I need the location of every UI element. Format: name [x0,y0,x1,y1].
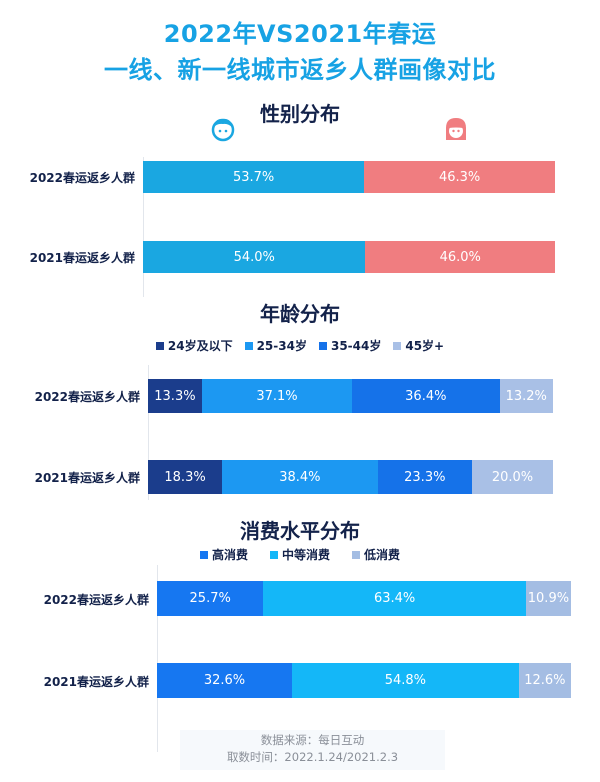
stacked-bar: 18.3% 38.4% 23.3% 20.0% [148,460,553,494]
legend-item: 24岁及以下 [155,337,233,354]
bar-segment: 37.1% [201,379,353,413]
gender-axis [143,157,144,297]
stacked-bar: 32.6% 54.8% 12.6% [157,663,571,698]
legend-label: 25-34岁 [256,339,307,353]
legend-label: 45岁+ [405,339,445,353]
footer: 数据来源：每日互动 取数时间：2022.1.24/2021.2.3 [180,730,445,770]
bar-segment: 46.3% [364,161,555,193]
bar-segment: 54.8% [291,663,519,698]
title-line-2: 一线、新一线城市返乡人群画像对比 [104,56,496,84]
legend-label: 低消费 [364,548,401,562]
legend-swatch [244,341,253,350]
stacked-bar: 25.7% 63.4% 10.9% [157,581,571,616]
bar-segment: 20.0% [471,460,553,494]
consumption-chart-title: 消费水平分布 [240,519,360,543]
row-label: 2022春运返乡人群 [43,592,149,607]
bar-segment: 38.4% [222,460,378,494]
legend-item: 25-34岁 [244,337,307,354]
consumption-legend: 高消费 中等消费 低消费 [0,546,600,563]
row-label: 2022春运返乡人群 [34,390,140,404]
legend-item: 高消费 [199,546,248,563]
female-face-icon [446,118,466,140]
legend-label: 35-44岁 [330,339,382,353]
bar-segment: 10.9% [525,581,571,616]
title-line-1: 2022年VS2021年春运 [163,20,437,48]
legend-label: 24岁及以下 [167,339,233,353]
stacked-bar: 54.0% 46.0% [143,241,555,273]
gender-chart-title: 性别分布 [260,102,340,126]
male-face-icon [211,118,235,142]
bar-segment: 53.7% [143,161,365,193]
data-source: 数据来源：每日互动 [260,733,365,747]
legend-label: 中等消费 [281,548,330,562]
legend-item: 低消费 [352,546,400,563]
row-label: 2021春运返乡人群 [43,674,149,689]
bar-segment: 63.4% [263,581,526,616]
stacked-bar: 53.7% 46.3% [143,161,555,193]
legend-swatch [269,550,278,559]
legend-swatch [199,550,208,559]
legend-item: 45岁+ [393,337,444,354]
legend-swatch [352,550,360,559]
row-label: 2021春运返乡人群 [34,471,140,485]
stacked-bar: 13.3% 37.1% 36.4% 13.2% [148,379,553,413]
row-label: 2022春运返乡人群 [29,171,135,185]
bar-segment: 54.0% [143,241,366,273]
legend-label: 高消费 [211,548,248,562]
bar-segment: 18.3% [148,460,223,494]
bar-segment: 13.2% [499,379,553,413]
legend-swatch [393,341,402,350]
consumption-axis [157,565,158,752]
bar-segment: 25.7% [157,581,264,616]
bar-segment: 32.6% [157,663,292,698]
data-period: 取数时间：2022.1.24/2021.2.3 [226,750,399,764]
bar-segment: 36.4% [352,379,500,413]
legend-swatch [155,341,164,350]
bar-segment: 46.0% [365,241,555,273]
age-chart-title: 年龄分布 [260,302,340,326]
bar-segment: 12.6% [518,663,571,698]
age-legend: 24岁及以下 25-34岁 35-44岁 45岁+ [0,337,600,354]
row-label: 2021春运返乡人群 [29,251,135,265]
legend-item: 35-44岁 [318,337,382,354]
legend-item: 中等消费 [269,546,330,563]
bar-segment: 13.3% [148,379,202,413]
legend-swatch [318,341,327,350]
bar-segment: 23.3% [377,460,472,494]
age-axis [148,365,149,500]
